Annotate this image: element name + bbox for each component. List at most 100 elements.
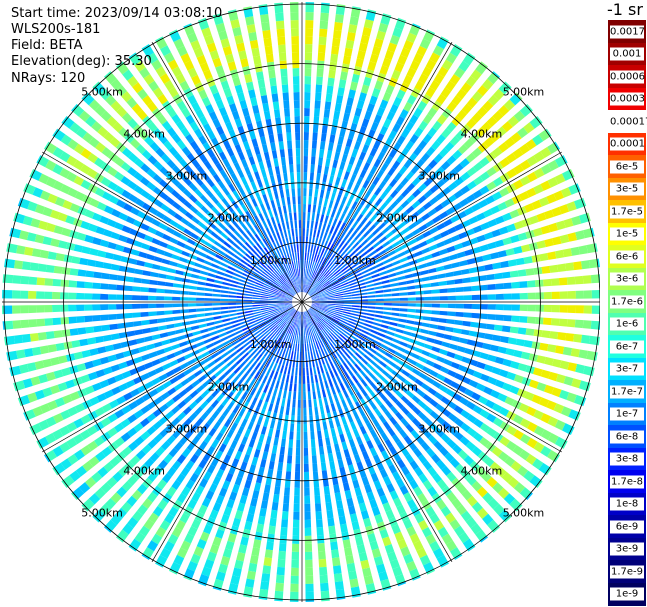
- range-gate-cell: [311, 305, 319, 310]
- range-gate-cell: [132, 286, 141, 292]
- range-gate-cell: [239, 235, 247, 244]
- range-gate-cell: [97, 126, 109, 138]
- range-gate-cell: [230, 172, 238, 182]
- range-gate-cell: [340, 71, 348, 81]
- range-gate-cell: [340, 317, 349, 322]
- range-gate-cell: [221, 197, 230, 207]
- range-gate-cell: [258, 589, 269, 598]
- range-gate-cell: [240, 176, 248, 186]
- range-gate-cell: [356, 204, 363, 213]
- range-gate-cell: [284, 299, 293, 301]
- range-gate-cell: [262, 238, 269, 247]
- range-gate-cell: [189, 472, 199, 483]
- range-gate-cell: [268, 69, 276, 79]
- range-gate-cell: [67, 139, 79, 150]
- range-gate-cell: [406, 561, 417, 572]
- range-gate-cell: [304, 519, 312, 528]
- range-gate-cell: [386, 111, 396, 121]
- range-gate-cell: [179, 362, 189, 370]
- range-gate-cell: [275, 259, 281, 267]
- range-gate-cell: [256, 153, 263, 163]
- range-gate-cell: [281, 197, 286, 206]
- range-gate-cell: [404, 247, 413, 255]
- range-gate-cell: [316, 263, 321, 272]
- range-gate-cell: [294, 252, 298, 261]
- range-gate-cell: [325, 326, 332, 333]
- range-gate-cell: [339, 466, 346, 476]
- range-gate-cell: [339, 279, 348, 285]
- range-gate-cell: [220, 38, 231, 49]
- range-gate-cell: [473, 418, 484, 428]
- range-gate-cell: [383, 118, 392, 129]
- range-gate-cell: [271, 312, 279, 318]
- range-gate-cell: [178, 256, 188, 263]
- range-gate-cell: [220, 336, 229, 342]
- range-gate-cell: [212, 475, 221, 486]
- range-gate-cell: [245, 384, 252, 394]
- range-gate-cell: [121, 405, 132, 415]
- range-gate-cell: [480, 535, 488, 543]
- range-gate-cell: [237, 369, 245, 378]
- range-gate-cell: [343, 380, 350, 389]
- range-gate-cell: [494, 379, 505, 389]
- range-gate-cell: [260, 302, 268, 304]
- range-gate-cell: [570, 348, 580, 358]
- range-gate-cell: [291, 36, 299, 45]
- range-gate-cell: [205, 255, 215, 262]
- range-gate-cell: [319, 298, 328, 300]
- range-gate-cell: [166, 274, 175, 281]
- range-gate-cell: [263, 283, 272, 288]
- range-gate-cell: [394, 351, 403, 358]
- range-gate-cell: [116, 304, 125, 310]
- range-gate-cell: [391, 292, 400, 297]
- range-gate-cell: [254, 482, 262, 492]
- range-gate-cell: [437, 526, 449, 538]
- range-gate-cell: [307, 351, 311, 360]
- range-gate-cell: [363, 432, 371, 442]
- range-gate-cell: [259, 240, 266, 249]
- range-gate-cell: [332, 218, 338, 227]
- range-gate-cell: [298, 319, 300, 328]
- range-gate-cell: [212, 298, 221, 301]
- range-gate-cell: [573, 261, 583, 271]
- azimuth-spoke: [151, 301, 303, 562]
- range-gate-cell: [221, 285, 230, 290]
- range-gate-cell: [171, 527, 183, 538]
- range-gate-cell: [110, 364, 121, 373]
- range-gate-cell: [436, 241, 446, 248]
- range-gate-cell: [168, 506, 179, 517]
- range-gate-cell: [417, 454, 428, 464]
- range-gate-cell: [260, 293, 269, 297]
- range-gate-cell: [411, 417, 421, 427]
- range-gate-cell: [382, 536, 392, 547]
- range-gate-cell: [315, 511, 323, 520]
- range-gate-cell: [159, 403, 169, 413]
- range-gate-cell: [60, 409, 71, 420]
- range-gate-cell: [284, 213, 289, 222]
- range-gate-cell: [490, 389, 501, 399]
- range-gate-cell: [302, 320, 303, 328]
- range-gate-cell: [251, 431, 258, 441]
- range-gate-cell: [333, 393, 339, 403]
- range-gate-cell: [281, 519, 288, 528]
- range-gate-cell: [423, 417, 433, 427]
- range-gate-cell: [327, 274, 335, 281]
- range-gate-cell: [312, 333, 317, 342]
- range-gate-cell: [283, 263, 288, 272]
- range-gate-cell: [353, 166, 360, 176]
- range-gate-cell: [319, 299, 328, 301]
- range-gate-cell: [294, 375, 298, 384]
- range-gate-cell: [423, 290, 432, 295]
- range-gate-cell: [453, 270, 462, 277]
- range-gate-cell: [400, 546, 411, 557]
- range-gate-cell: [303, 212, 306, 221]
- range-gate-cell: [277, 558, 286, 568]
- range-gate-cell: [531, 199, 542, 210]
- range-gate-cell: [199, 116, 209, 126]
- range-gate-cell: [250, 414, 257, 423]
- range-gate-cell: [578, 213, 589, 224]
- range-gate-cell: [302, 375, 306, 384]
- range-gate-cell: [180, 466, 190, 477]
- range-gate-cell: [398, 281, 407, 286]
- range-gate-cell: [247, 421, 254, 431]
